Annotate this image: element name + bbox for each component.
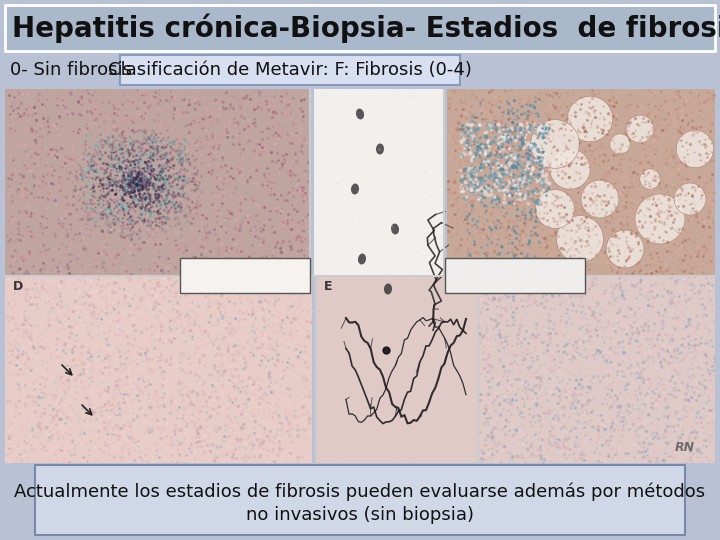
Circle shape — [626, 115, 654, 143]
Ellipse shape — [358, 254, 366, 265]
Ellipse shape — [351, 184, 359, 194]
Bar — [316, 276, 715, 463]
Circle shape — [674, 183, 706, 215]
Text: RN: RN — [675, 441, 695, 454]
Text: E: E — [324, 280, 333, 293]
Text: Hepatitis crónica-Biopsia- Estadios  de fibrosis: Hepatitis crónica-Biopsia- Estadios de f… — [12, 14, 720, 43]
Circle shape — [610, 134, 630, 154]
Text: D: D — [13, 280, 23, 293]
Text: no invasivos (sin biopsia): no invasivos (sin biopsia) — [246, 507, 474, 524]
Ellipse shape — [376, 144, 384, 154]
Circle shape — [640, 169, 660, 189]
Bar — [447, 89, 715, 276]
Bar — [5, 89, 310, 276]
Bar — [5, 276, 312, 463]
Bar — [5, 5, 715, 51]
Ellipse shape — [391, 224, 399, 234]
Bar — [35, 465, 685, 535]
Text: —: — — [185, 260, 194, 269]
Bar — [314, 89, 444, 276]
Circle shape — [606, 230, 644, 268]
Circle shape — [567, 96, 613, 141]
Circle shape — [635, 194, 685, 244]
Circle shape — [676, 130, 714, 168]
Circle shape — [536, 190, 575, 228]
Circle shape — [557, 215, 603, 262]
Ellipse shape — [356, 109, 364, 119]
Text: Actualmente los estadios de fibrosis pueden evaluarse además por métodos: Actualmente los estadios de fibrosis pue… — [14, 482, 706, 501]
Text: D: D — [450, 259, 459, 269]
Bar — [120, 55, 460, 85]
Circle shape — [531, 120, 580, 168]
Circle shape — [550, 149, 590, 189]
Bar — [180, 258, 310, 293]
Circle shape — [581, 180, 619, 218]
Ellipse shape — [384, 284, 392, 294]
Text: E: E — [501, 259, 508, 269]
Text: Clasificación de Metavir: F: Fibrosis (0-4): Clasificación de Metavir: F: Fibrosis (0… — [108, 61, 472, 79]
Bar — [445, 258, 585, 293]
Text: 0- Sin fibrosis: 0- Sin fibrosis — [10, 61, 132, 79]
